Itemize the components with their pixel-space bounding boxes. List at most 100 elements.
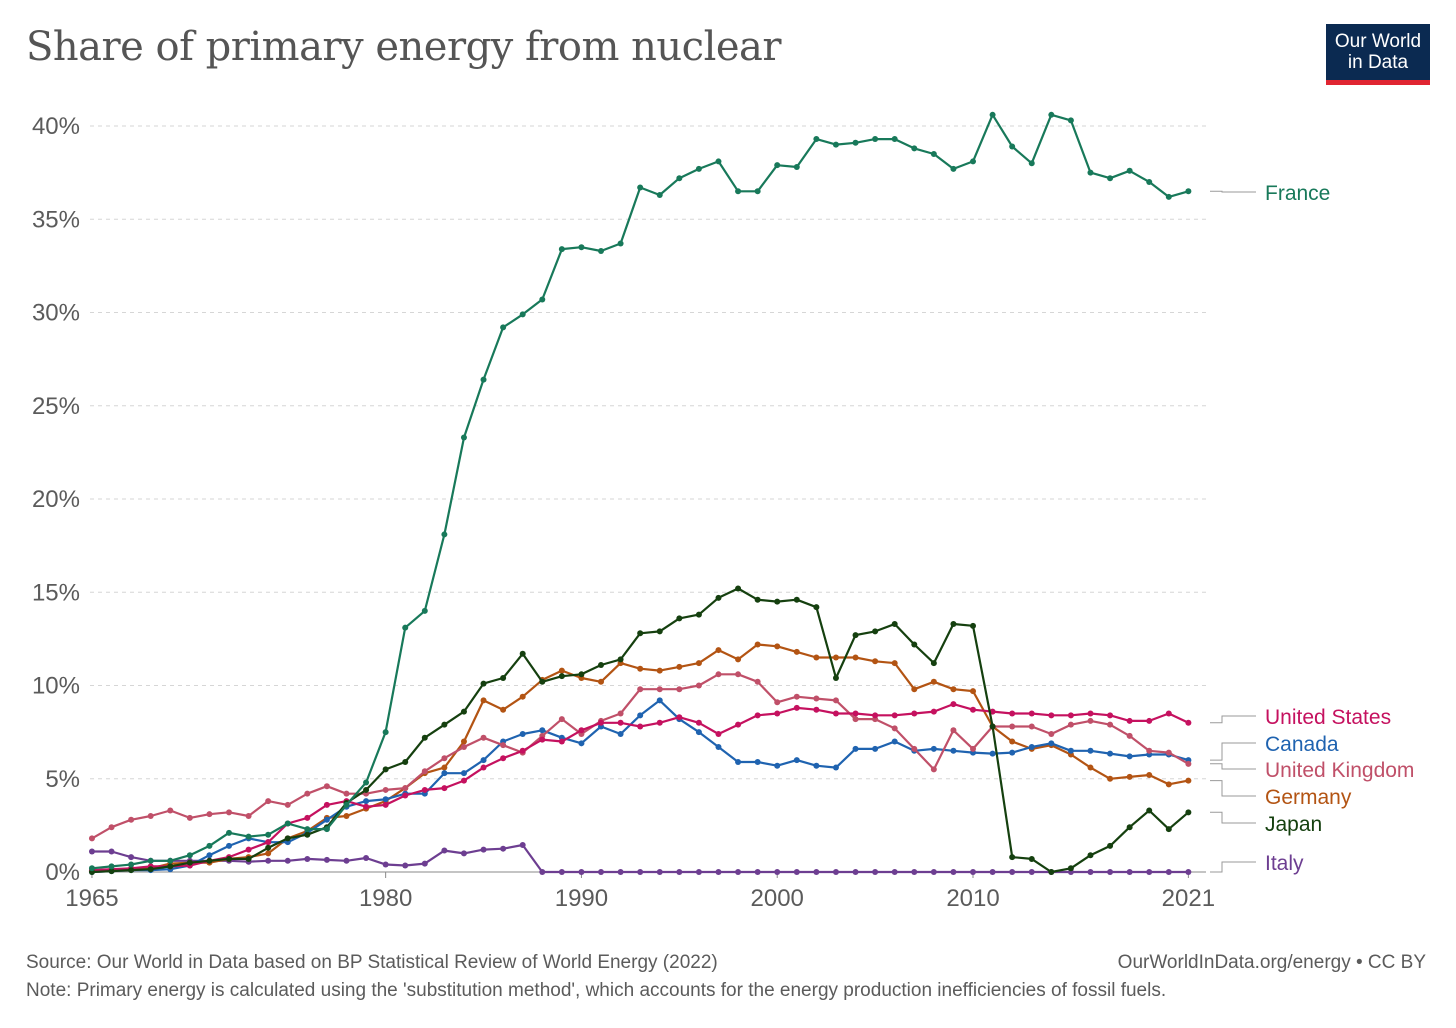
data-point[interactable] [343, 857, 350, 864]
data-point[interactable] [186, 852, 193, 859]
data-point[interactable] [1107, 869, 1114, 875]
data-point[interactable] [441, 755, 448, 762]
data-point[interactable] [460, 850, 467, 857]
data-point[interactable] [852, 710, 859, 717]
data-point[interactable] [1028, 160, 1035, 167]
data-point[interactable] [1146, 772, 1153, 779]
data-point[interactable] [676, 175, 683, 182]
data-point[interactable] [519, 650, 526, 657]
data-point[interactable] [1067, 747, 1074, 754]
data-point[interactable] [402, 624, 409, 631]
data-point[interactable] [460, 738, 467, 745]
data-point[interactable] [813, 695, 820, 702]
data-point[interactable] [891, 620, 898, 627]
series-label-germany[interactable]: Germany [1265, 786, 1352, 809]
data-point[interactable] [304, 790, 311, 797]
data-point[interactable] [676, 686, 683, 693]
data-point[interactable] [735, 656, 742, 663]
data-point[interactable] [852, 654, 859, 661]
data-point[interactable] [637, 869, 644, 875]
data-point[interactable] [950, 701, 957, 708]
data-point[interactable] [1087, 764, 1094, 771]
data-point[interactable] [891, 712, 898, 719]
data-point[interactable] [598, 719, 605, 726]
data-point[interactable] [500, 675, 507, 682]
data-point[interactable] [832, 654, 839, 661]
data-point[interactable] [304, 855, 311, 862]
data-point[interactable] [695, 682, 702, 689]
data-point[interactable] [852, 632, 859, 639]
data-point[interactable] [558, 716, 565, 723]
data-point[interactable] [1107, 775, 1114, 782]
data-point[interactable] [1146, 178, 1153, 185]
data-point[interactable] [1067, 865, 1074, 872]
data-point[interactable] [950, 165, 957, 172]
data-point[interactable] [970, 706, 977, 713]
data-point[interactable] [872, 712, 879, 719]
data-point[interactable] [265, 839, 272, 846]
data-point[interactable] [774, 162, 781, 169]
data-point[interactable] [147, 866, 154, 873]
data-point[interactable] [500, 742, 507, 749]
data-point[interactable] [1165, 869, 1172, 875]
data-point[interactable] [265, 857, 272, 864]
data-point[interactable] [245, 846, 252, 853]
data-point[interactable] [245, 833, 252, 840]
data-point[interactable] [1185, 760, 1192, 767]
data-point[interactable] [715, 730, 722, 737]
data-point[interactable] [676, 663, 683, 670]
data-point[interactable] [1165, 826, 1172, 833]
data-point[interactable] [88, 848, 95, 855]
data-point[interactable] [872, 658, 879, 665]
data-point[interactable] [1087, 710, 1094, 717]
data-point[interactable] [911, 710, 918, 717]
data-point[interactable] [617, 240, 624, 247]
data-point[interactable] [911, 145, 918, 152]
data-point[interactable] [598, 869, 605, 875]
data-point[interactable] [128, 867, 135, 874]
data-point[interactable] [480, 764, 487, 771]
data-point[interactable] [382, 796, 389, 803]
data-point[interactable] [1067, 721, 1074, 728]
data-point[interactable] [872, 136, 879, 143]
data-point[interactable] [167, 807, 174, 814]
data-point[interactable] [363, 803, 370, 810]
data-point[interactable] [832, 869, 839, 875]
data-point[interactable] [832, 675, 839, 682]
data-point[interactable] [656, 686, 663, 693]
data-point[interactable] [754, 758, 761, 765]
data-point[interactable] [363, 798, 370, 805]
data-point[interactable] [1009, 723, 1016, 730]
data-point[interactable] [226, 842, 233, 849]
data-point[interactable] [715, 744, 722, 751]
data-point[interactable] [480, 846, 487, 853]
data-point[interactable] [1067, 117, 1074, 124]
data-point[interactable] [930, 869, 937, 875]
data-point[interactable] [1126, 167, 1133, 174]
data-point[interactable] [1165, 710, 1172, 717]
data-point[interactable] [1126, 717, 1133, 724]
data-point[interactable] [774, 710, 781, 717]
data-point[interactable] [598, 247, 605, 254]
data-point[interactable] [539, 736, 546, 743]
data-point[interactable] [950, 747, 957, 754]
data-point[interactable] [421, 607, 428, 614]
data-point[interactable] [539, 678, 546, 685]
data-point[interactable] [695, 611, 702, 618]
data-point[interactable] [441, 721, 448, 728]
data-point[interactable] [558, 667, 565, 674]
data-point[interactable] [1087, 747, 1094, 754]
data-point[interactable] [421, 860, 428, 867]
data-point[interactable] [1126, 773, 1133, 780]
data-point[interactable] [735, 758, 742, 765]
data-point[interactable] [1146, 807, 1153, 814]
data-point[interactable] [911, 641, 918, 648]
data-point[interactable] [891, 660, 898, 667]
data-point[interactable] [265, 844, 272, 851]
data-point[interactable] [793, 693, 800, 700]
data-point[interactable] [813, 654, 820, 661]
data-point[interactable] [715, 869, 722, 875]
data-point[interactable] [676, 615, 683, 622]
data-point[interactable] [1028, 744, 1035, 751]
data-point[interactable] [1126, 753, 1133, 760]
